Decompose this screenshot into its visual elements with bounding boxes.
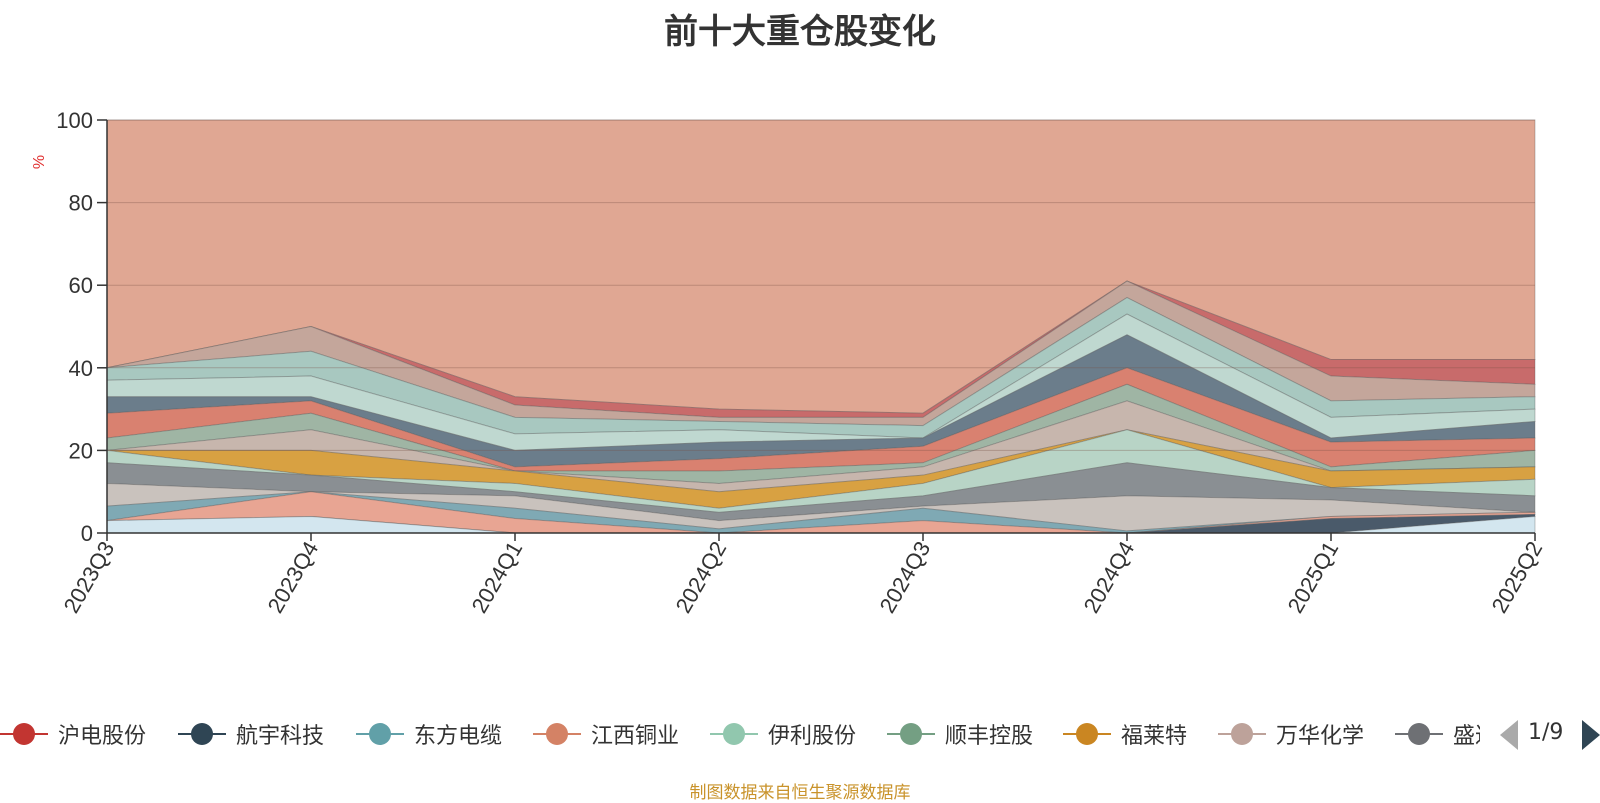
legend-prev-page-icon[interactable] xyxy=(1500,720,1518,750)
y-tick-label: 20 xyxy=(69,438,93,463)
legend-pager: 1/9 xyxy=(1500,720,1600,752)
legend-marker-icon xyxy=(178,722,226,746)
x-tick-label: 2024Q1 xyxy=(467,537,528,617)
legend-item[interactable]: 伊利股份 xyxy=(710,712,856,756)
legend-item[interactable]: 万华化学 xyxy=(1218,712,1364,756)
legend-label: 东方电缆 xyxy=(414,724,503,749)
legend-marker-icon xyxy=(710,722,758,746)
legend-label: 江西铜业 xyxy=(591,724,680,749)
legend-item[interactable]: 顺丰控股 xyxy=(887,712,1033,756)
legend-label: 顺丰控股 xyxy=(945,724,1034,749)
legend-item[interactable]: 江西铜业 xyxy=(533,712,679,756)
x-axis: 2023Q3 2023Q4 2024Q1 2024Q2 2024Q3 2024Q4 2025… xyxy=(59,532,1548,617)
x-tick-label: 2024Q3 xyxy=(875,537,936,617)
chart-title: 前十大重仓股变化 xyxy=(664,12,936,52)
x-tick-label: 2023Q3 xyxy=(59,537,120,617)
legend-items: 沪电股份 航宇科技 东方电缆 江西铜业 伊利股份 顺丰控股 福莱特 万华化学 盛达 xyxy=(0,712,1480,756)
x-tick-label: 2024Q2 xyxy=(671,537,732,617)
y-axis-label: % xyxy=(31,155,48,169)
legend-item[interactable]: 盛达 xyxy=(1395,712,1480,756)
legend-item[interactable]: 福莱特 xyxy=(1063,712,1187,756)
legend-item[interactable]: 沪电股份 xyxy=(0,712,146,756)
legend-marker-icon xyxy=(1218,722,1266,746)
legend-item[interactable]: 东方电缆 xyxy=(356,712,502,756)
x-tick-label: 2023Q4 xyxy=(263,537,324,617)
x-tick-label: 2025Q2 xyxy=(1487,537,1548,617)
legend: 沪电股份 航宇科技 东方电缆 江西铜业 伊利股份 顺丰控股 福莱特 万华化学 盛达 xyxy=(0,712,1600,756)
legend-next-page-icon[interactable] xyxy=(1582,720,1600,750)
y-tick-label: 100 xyxy=(56,108,93,133)
legend-marker-icon xyxy=(1395,722,1443,746)
legend-label: 航宇科技 xyxy=(236,724,325,749)
y-axis: 0 20 40 60 80 100 xyxy=(56,108,108,546)
legend-page-indicator: 1/9 xyxy=(1528,720,1564,745)
area-layers xyxy=(106,119,1536,534)
legend-label: 伊利股份 xyxy=(768,724,857,749)
legend-marker-icon xyxy=(356,722,404,746)
y-tick-label: 60 xyxy=(69,273,93,298)
x-tick-label: 2024Q4 xyxy=(1079,537,1140,617)
legend-label: 盛达 xyxy=(1453,724,1480,749)
legend-label: 沪电股份 xyxy=(58,724,147,749)
legend-marker-icon xyxy=(533,722,581,746)
legend-item[interactable]: 航宇科技 xyxy=(178,712,324,756)
legend-marker-icon xyxy=(1063,722,1111,746)
legend-label: 福莱特 xyxy=(1121,724,1188,749)
legend-marker-icon xyxy=(887,722,935,746)
x-tick-label: 2025Q1 xyxy=(1283,537,1344,617)
y-tick-label: 40 xyxy=(69,356,93,381)
legend-label: 万华化学 xyxy=(1276,724,1365,749)
y-tick-label: 0 xyxy=(81,521,93,546)
data-source-note: 制图数据来自恒生聚源数据库 xyxy=(689,783,911,803)
area-layer-7 xyxy=(106,429,1536,509)
legend-marker-icon xyxy=(0,722,48,746)
y-tick-label: 80 xyxy=(69,191,93,216)
